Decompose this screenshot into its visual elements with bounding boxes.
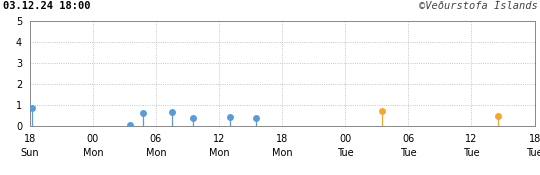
Text: Tue: Tue: [526, 148, 540, 158]
Text: Mon: Mon: [209, 148, 230, 158]
Text: 06: 06: [150, 134, 162, 144]
Text: Mon: Mon: [83, 148, 103, 158]
Text: Tue: Tue: [337, 148, 354, 158]
Text: Tue: Tue: [400, 148, 417, 158]
Text: 12: 12: [465, 134, 478, 144]
Text: Mon: Mon: [146, 148, 166, 158]
Text: 18: 18: [276, 134, 288, 144]
Text: Mon: Mon: [272, 148, 293, 158]
Text: 12: 12: [213, 134, 225, 144]
Text: Tue: Tue: [463, 148, 480, 158]
Text: 06: 06: [402, 134, 415, 144]
Text: 00: 00: [87, 134, 99, 144]
Text: Sun: Sun: [21, 148, 39, 158]
Text: 18: 18: [24, 134, 36, 144]
Text: 00: 00: [339, 134, 352, 144]
Text: ©Veðurstofa Íslands: ©Veðurstofa Íslands: [418, 1, 537, 11]
Text: 18: 18: [529, 134, 540, 144]
Text: 03.12.24 18:00: 03.12.24 18:00: [3, 1, 90, 11]
